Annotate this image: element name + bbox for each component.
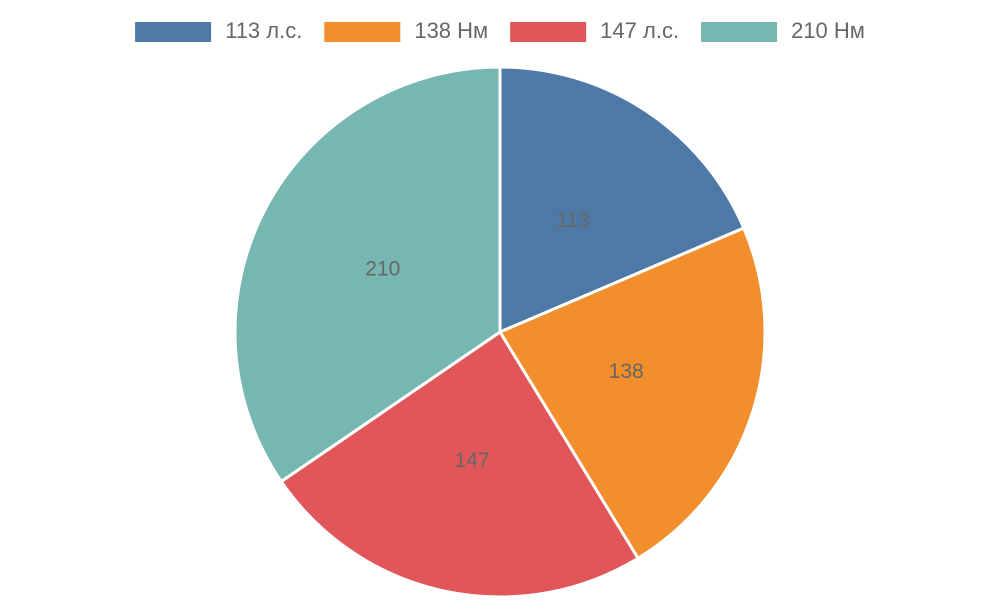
data-label: 138 <box>609 360 644 383</box>
pie-slice <box>279 329 641 599</box>
data-label: 210 <box>365 258 400 281</box>
legend-swatch <box>510 22 587 42</box>
data-label: 147 <box>455 449 490 472</box>
legend-swatch <box>135 22 212 42</box>
data-label: 113 <box>556 209 589 232</box>
legend-label: 138 Нм <box>414 18 488 43</box>
legend-label: 113 л.с. <box>225 18 302 43</box>
pie-slice <box>233 65 502 484</box>
legend-swatch <box>701 22 778 42</box>
legend-label: 147 л.с. <box>600 18 679 43</box>
legend-swatch <box>324 22 401 42</box>
legend-label: 210 Нм <box>791 18 865 43</box>
pie-slice <box>498 65 746 335</box>
pie-slice <box>497 226 767 561</box>
legend: 113 л.с. 138 Нм 147 л.с. 210 Нм <box>135 18 865 43</box>
